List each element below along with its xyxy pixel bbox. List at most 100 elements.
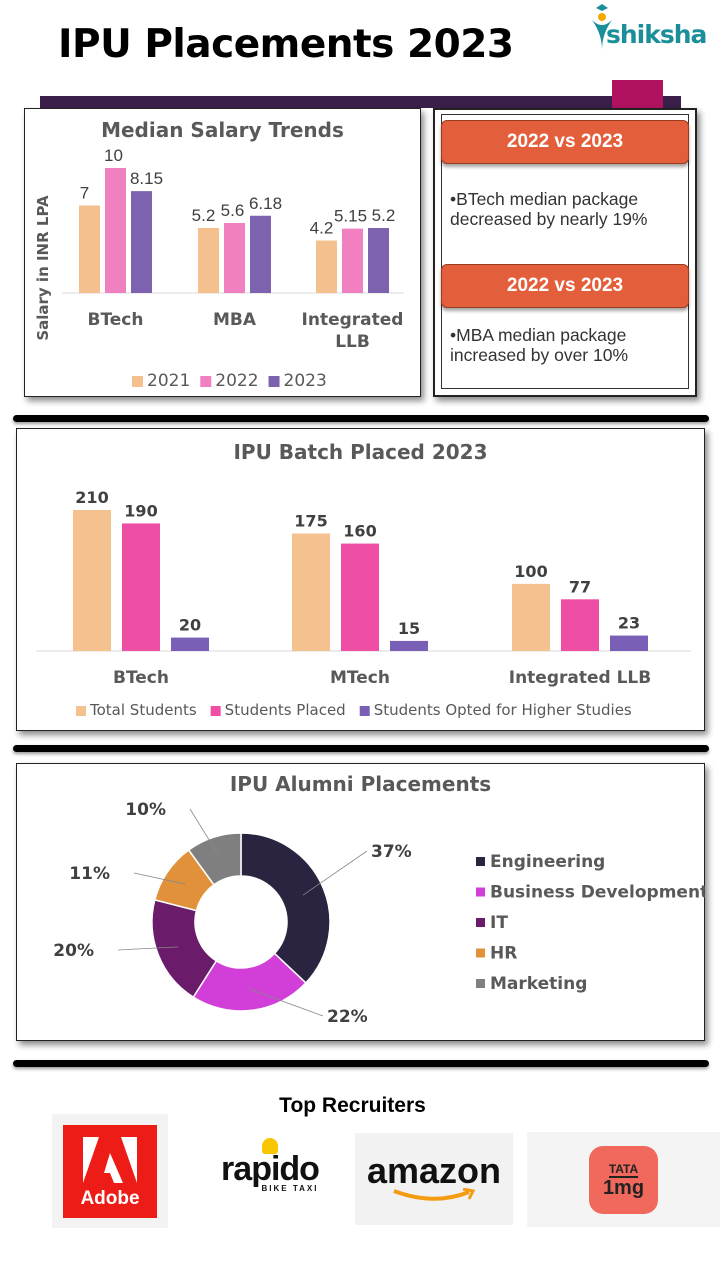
legend-label: 2023	[284, 371, 327, 391]
bar	[342, 228, 363, 293]
legend-swatch	[76, 706, 86, 716]
data-label: 20	[179, 616, 201, 635]
bar	[292, 533, 330, 651]
alumni-placements-panel: IPU Alumni Placements	[16, 763, 705, 1041]
leader-line	[249, 988, 324, 1017]
data-label: 4.2	[310, 219, 334, 238]
data-label: 6.18	[249, 194, 282, 213]
chart-title: IPU Batch Placed 2023	[233, 440, 488, 464]
alumni-placements-chart: 37% 22% 20% 11% 10% Engineering Business Devel…	[53, 800, 705, 1027]
rapido-icon	[262, 1137, 278, 1154]
legend-swatch	[210, 706, 221, 716]
batch-placed-chart: 210 190 20 BTech 175 160 15 MTech 100 77 23 Integra…	[36, 488, 691, 719]
bar	[368, 228, 389, 293]
data-label: 5.2	[372, 206, 396, 225]
legend-label: Engineering	[490, 852, 605, 872]
donut-slice	[240, 832, 331, 984]
decorative-bar	[40, 96, 681, 108]
category-label: Integrated	[302, 310, 404, 330]
slice-label: 11%	[69, 864, 110, 884]
leader-line	[302, 850, 368, 896]
category-label: BTech	[87, 310, 143, 330]
legend-swatch	[476, 918, 485, 927]
slice-label: 37%	[371, 842, 412, 862]
legend-swatch	[268, 376, 280, 387]
data-label: 77	[569, 577, 591, 596]
bar	[171, 637, 209, 651]
data-label: 5.15	[334, 207, 367, 226]
insight-header: 2022 vs 2023	[441, 120, 689, 164]
legend-swatch	[476, 979, 485, 988]
chart-title: Median Salary Trends	[101, 118, 344, 142]
data-label: 190	[124, 501, 157, 520]
legend-swatch	[476, 948, 485, 958]
divider	[13, 415, 709, 422]
legend-label: 2021	[147, 371, 190, 391]
divider	[13, 1060, 709, 1067]
legend-swatch	[200, 376, 212, 387]
legend-swatch	[476, 857, 485, 866]
adobe-logo: Adobe	[52, 1114, 168, 1228]
data-label: 15	[398, 619, 420, 638]
legend-label: Students Opted for Higher Studies	[374, 701, 632, 719]
brand-name: shiksha	[606, 20, 707, 49]
legend-label: Total Students	[89, 701, 197, 719]
bar	[73, 510, 111, 651]
insight-header: 2022 vs 2023	[441, 264, 689, 308]
donut-slice	[187, 832, 242, 886]
category-label: Integrated LLB	[509, 668, 651, 688]
category-label: BTech	[113, 668, 169, 688]
insight-text: •MBA median package increased by over 10…	[450, 325, 629, 365]
slice-label: 20%	[53, 941, 94, 961]
bar	[610, 635, 648, 651]
rapido-logo: rapido BIKE TAXI	[210, 1130, 330, 1200]
leader-line	[189, 808, 221, 859]
adobe-icon	[83, 1136, 137, 1183]
legend-swatch	[476, 887, 485, 897]
graduate-icon	[592, 4, 612, 50]
data-label: 7	[80, 184, 89, 203]
decorative-block	[612, 80, 663, 108]
bar	[224, 223, 245, 293]
category-label: MTech	[330, 668, 390, 688]
data-label: 100	[514, 562, 547, 581]
category-label: LLB	[335, 332, 370, 352]
data-label: 210	[75, 488, 108, 507]
legend-swatch	[359, 706, 370, 716]
bar	[316, 240, 337, 293]
data-label: 10	[104, 146, 123, 165]
insight-text: •BTech median package decreased by nearl…	[450, 189, 648, 229]
bar	[105, 168, 126, 293]
bar	[79, 205, 100, 293]
legend-swatch	[132, 376, 143, 387]
bar	[561, 599, 599, 651]
legend-label: IT	[490, 913, 508, 933]
leader-line	[117, 946, 179, 951]
slice-label: 10%	[125, 800, 166, 820]
bar	[512, 583, 550, 651]
data-label: 175	[294, 512, 327, 531]
data-label: 160	[343, 522, 376, 541]
amazon-smile-icon	[393, 1188, 476, 1201]
legend-label: Marketing	[490, 974, 587, 994]
y-axis-label: Salary in INR LPA	[34, 195, 52, 341]
data-label: 5.6	[221, 201, 245, 220]
category-label: MBA	[213, 310, 257, 330]
recruiters-title: Top Recruiters	[279, 1094, 426, 1117]
chart-title: IPU Alumni Placements	[229, 772, 492, 796]
bar	[131, 191, 152, 293]
bar	[122, 523, 160, 651]
legend-label: 2022	[215, 371, 258, 391]
page-title: IPU Placements 2023	[58, 22, 514, 67]
bar	[198, 228, 219, 293]
amazon-logo: amazon	[355, 1133, 513, 1225]
legend-label: Business Development	[490, 883, 705, 903]
divider	[13, 745, 709, 752]
leader-line	[133, 872, 186, 885]
data-label: 23	[618, 614, 640, 633]
legend-label: HR	[490, 944, 517, 964]
bar	[390, 640, 428, 651]
median-salary-chart: 7 10 8.15 BTech 5.2 5.6 6.18 MBA 4.25.15 5.2 Integ…	[34, 146, 404, 391]
tata-1mg-logo: TATA 1mg	[527, 1132, 720, 1227]
data-label: 5.2	[192, 206, 216, 225]
